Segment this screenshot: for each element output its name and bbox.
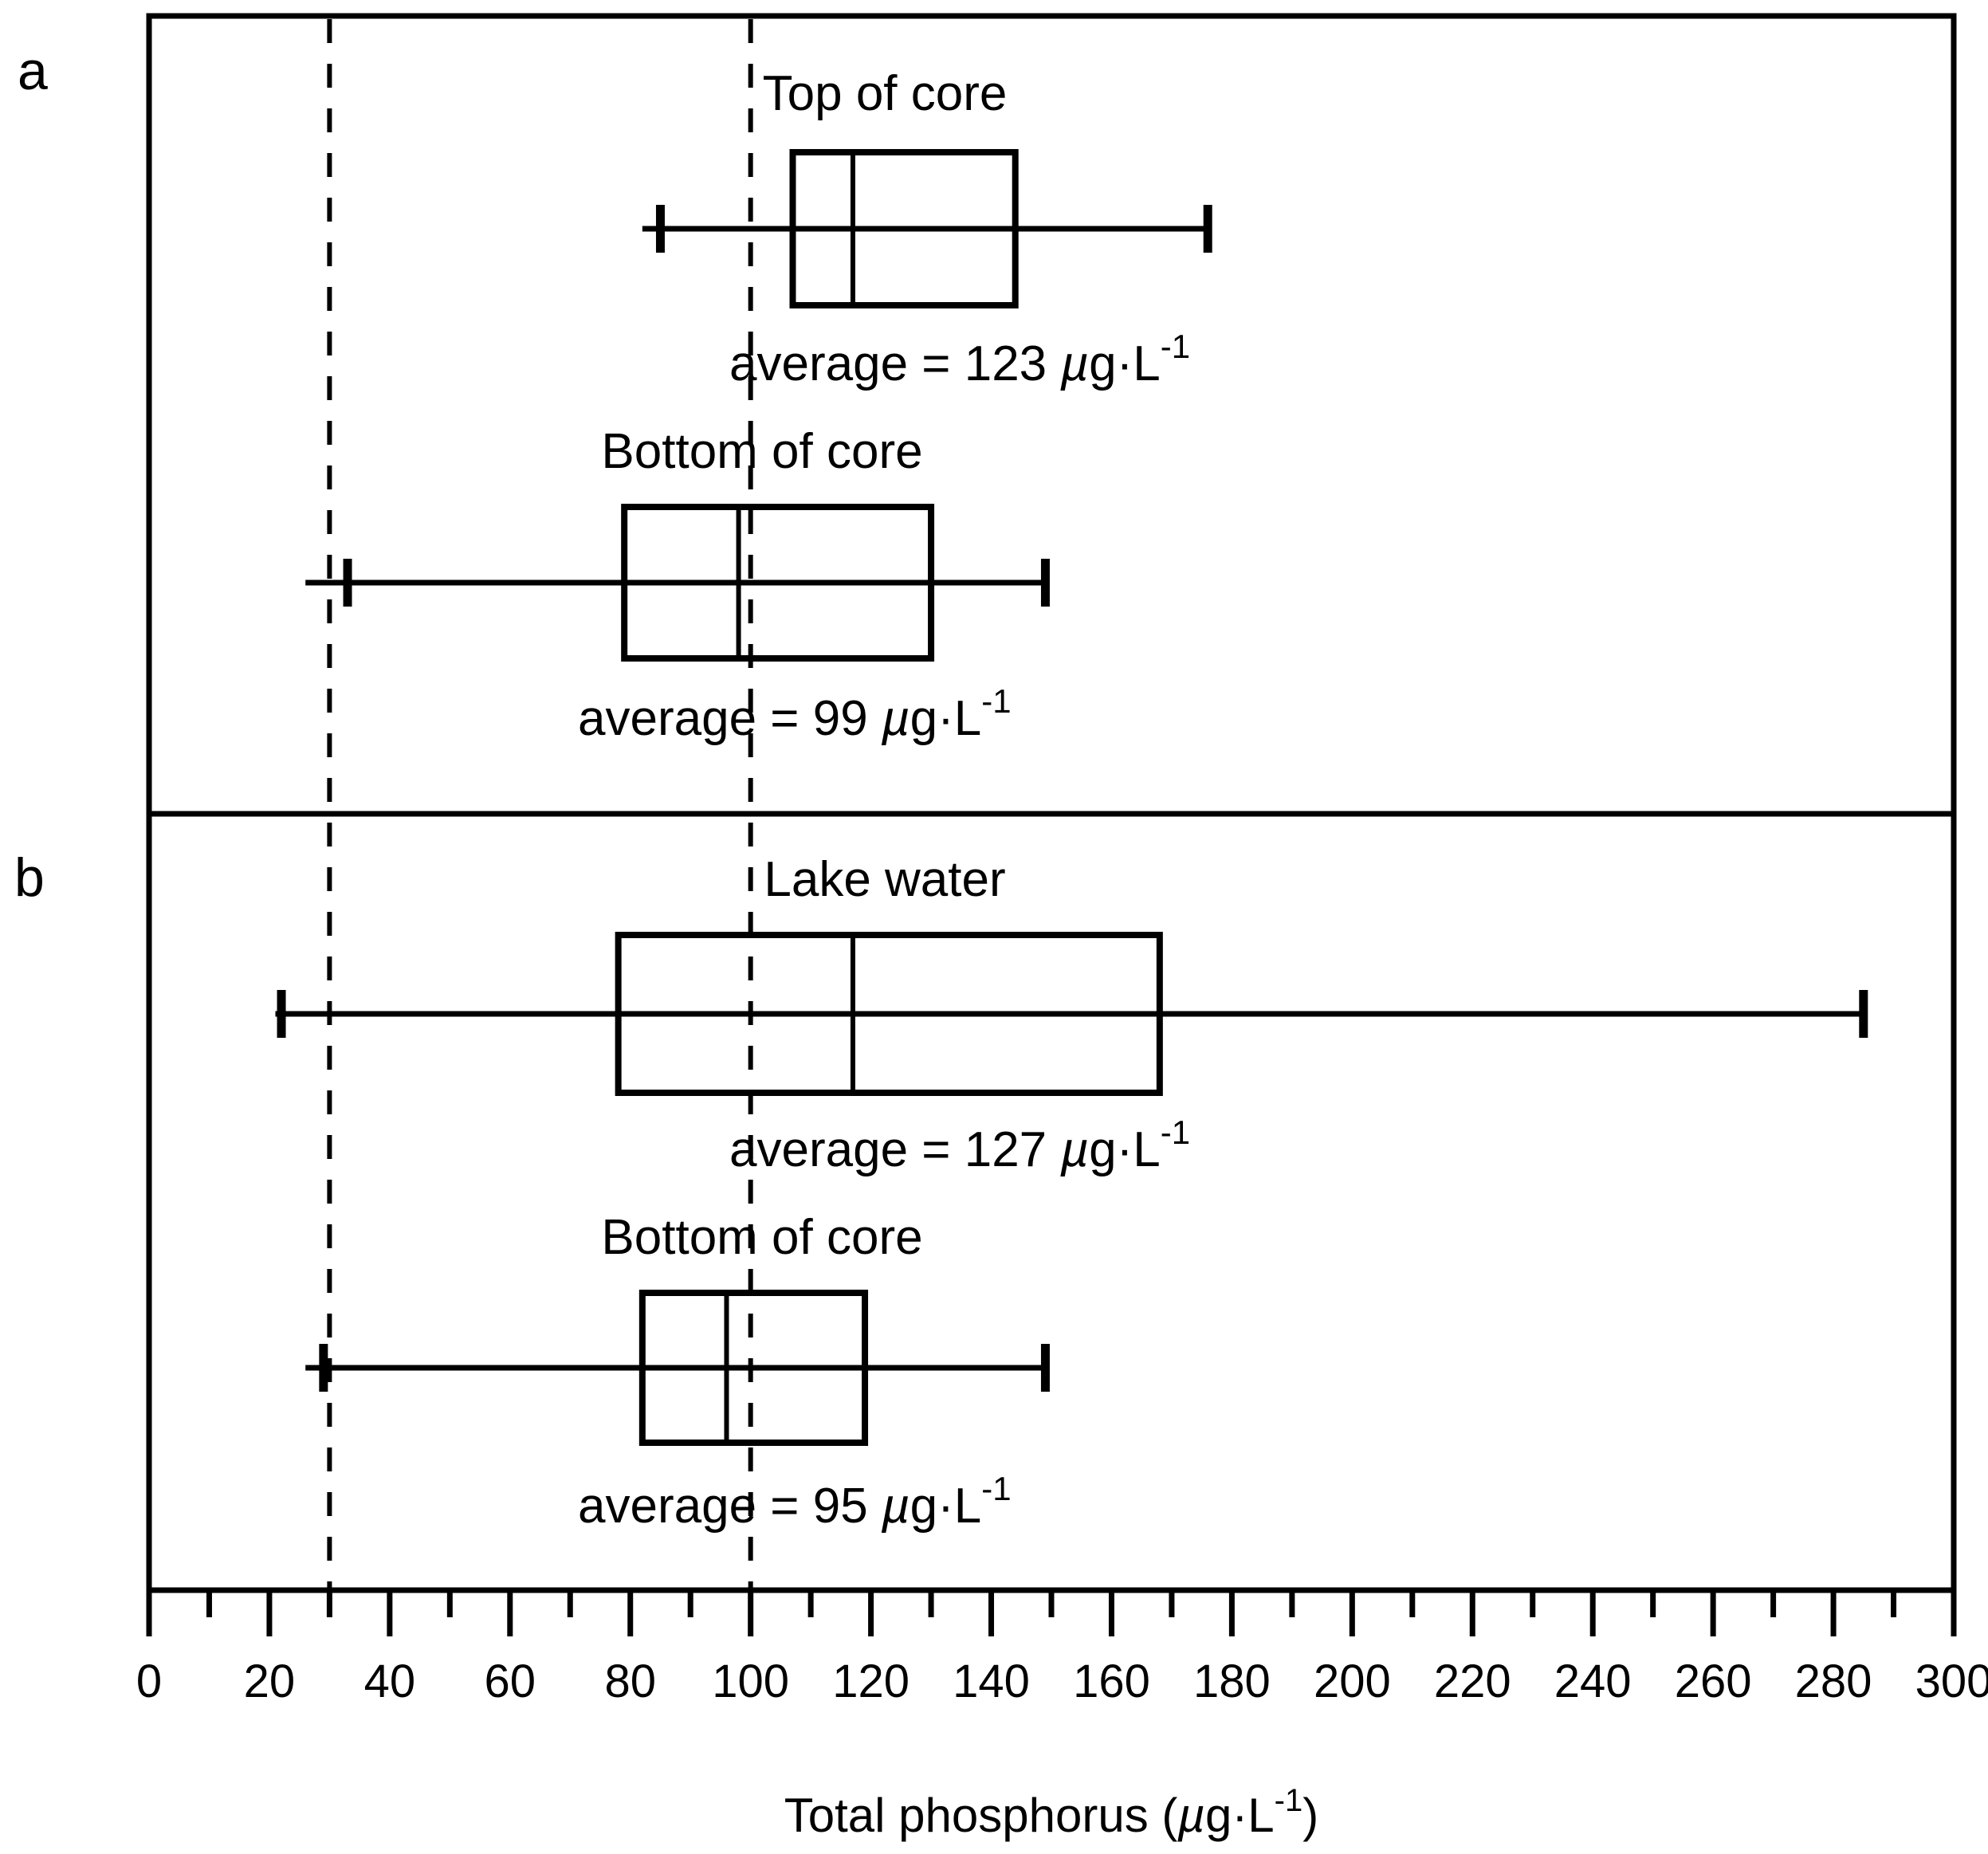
box-plots: Top of core average = 123 µg·L-1 Bottom of… [275, 66, 1868, 1534]
x-axis-ticks [146, 1590, 1957, 1636]
panel-a-letter: a [18, 41, 48, 101]
panel-a-frame [146, 13, 1957, 817]
reference-lines [327, 19, 753, 1588]
x-tick-label-100: 100 [712, 1656, 789, 1707]
panel-b-box-1-average-label: average = 127 µg·L-1 [729, 1114, 1190, 1177]
panel-b-box-2-iqr-box [638, 1290, 869, 1446]
x-tick-label-160: 160 [1073, 1656, 1150, 1707]
x-tick-label-180: 180 [1193, 1656, 1271, 1707]
x-tick-label-240: 240 [1554, 1656, 1632, 1707]
x-tick-label-120: 120 [832, 1656, 910, 1707]
panel-b-letter: b [14, 847, 45, 908]
x-tick-label-20: 20 [244, 1656, 296, 1707]
panel-a-box-1: Top of core average = 123 µg·L-1 [642, 66, 1212, 391]
panel-a-box-2-iqr-box [621, 504, 935, 662]
panel-a-box-2-average-label: average = 99 µg·L-1 [578, 682, 1012, 746]
panel-b-box-1: Lake water average = 127 µg·L-1 [275, 852, 1868, 1177]
panel-a-box-1-iqr-box [789, 149, 1019, 308]
x-tick-label-300: 300 [1915, 1656, 1988, 1707]
x-axis-tick-labels: 0 20 40 60 80 100 120 140 160 180 200 220 240 260 280 3… [136, 1656, 1988, 1707]
x-tick-label-200: 200 [1314, 1656, 1391, 1707]
x-tick-label-60: 60 [485, 1656, 536, 1707]
x-tick-label-80: 80 [604, 1656, 656, 1707]
x-tick-label-220: 220 [1434, 1656, 1511, 1707]
panel-b-box-2-name-label: Bottom of core [601, 1210, 922, 1265]
x-tick-label-0: 0 [136, 1656, 162, 1707]
x-tick-label-140: 140 [953, 1656, 1030, 1707]
x-tick-label-280: 280 [1795, 1656, 1872, 1707]
panel-a-box-2: Bottom of core average = 99 µg·L-1 [305, 424, 1050, 746]
panel-b-frame [146, 811, 1957, 1593]
panel-b-box-2: Bottom of core average = 95 µg·L-1 [305, 1210, 1050, 1534]
panel-b-box-2-average-label: average = 95 µg·L-1 [578, 1470, 1012, 1534]
panel-b-box-1-iqr-box [615, 932, 1163, 1096]
panel-a-box-2-name-label: Bottom of core [601, 424, 922, 479]
x-tick-label-40: 40 [364, 1656, 416, 1707]
x-axis-title: Total phosphorus (µg·L-1) [784, 1783, 1318, 1842]
panel-b-box-1-name-label: Lake water [764, 852, 1005, 907]
panel-a-box-1-average-label: average = 123 µg·L-1 [729, 328, 1190, 391]
x-tick-label-260: 260 [1675, 1656, 1752, 1707]
panel-a-box-1-name-label: Top of core [763, 66, 1008, 121]
